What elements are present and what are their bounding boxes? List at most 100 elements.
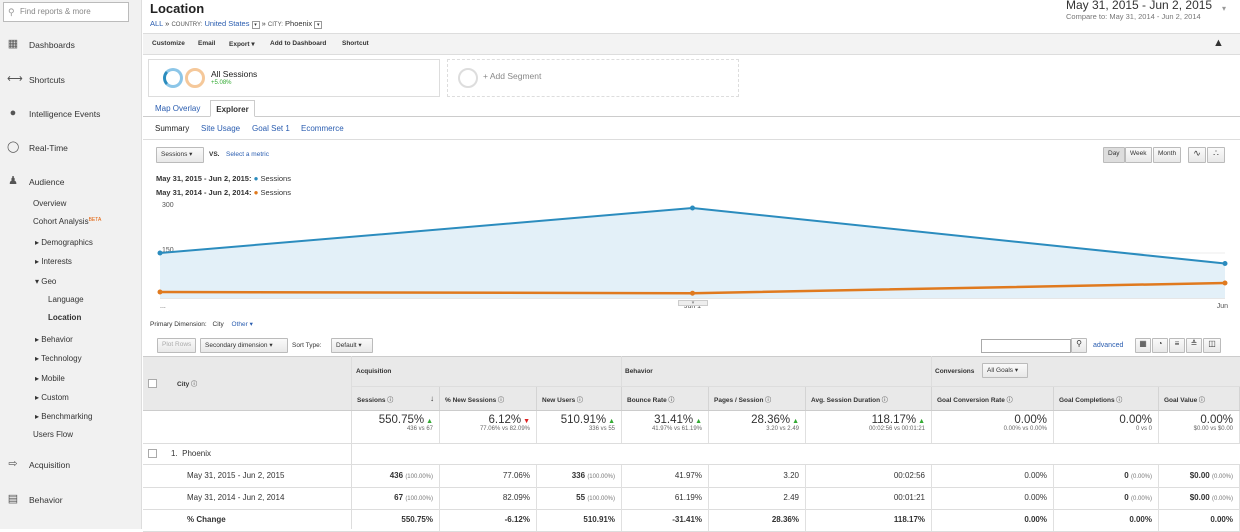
primary-dimension-value: City [212,321,224,328]
motion-chart-icon[interactable]: ∴ [1207,147,1225,163]
breadcrumb-country[interactable]: United States [204,19,250,28]
metric-select[interactable]: Sessions ▾ [156,147,204,163]
breadcrumb-all[interactable]: ALL [150,19,164,28]
add-to-dashboard-button[interactable]: Add to Dashboard [270,40,327,47]
sub-location[interactable]: Location [48,313,82,322]
mobile-label: Mobile [41,374,65,383]
sub-overview[interactable]: Overview [33,199,67,208]
nav-label: Shortcuts [29,75,65,85]
total-cell: 550.75% ▲ 436 vs 67 [352,411,440,443]
tab-map-overlay[interactable]: Map Overlay [155,104,201,113]
bar-view-icon[interactable]: ≡ [1169,338,1185,353]
pie-view-icon[interactable]: ◔ [1152,338,1168,353]
secondary-dimension-select[interactable]: Secondary dimension ▾ [200,338,288,353]
table-cell: 510.91% [537,509,622,531]
city-header-label: City [177,381,190,388]
column-header-label: Bounce Rate [627,397,667,404]
graduation-cap-icon[interactable]: ▲ [1213,37,1224,49]
search-icon[interactable]: ⚲ [1071,338,1087,353]
table-cell: 0.00% [932,509,1054,531]
cell-value: 82.09% [502,493,530,502]
comparison-view-icon[interactable]: ≙ [1186,338,1202,353]
column-header[interactable]: Sessions ⓘ ↓ [352,387,440,410]
date-range[interactable]: May 31, 2015 - Jun 2, 2015 [1066,0,1213,12]
cell-percent: (100.00%) [405,496,433,502]
select-metric-link[interactable]: Select a metric [226,151,269,158]
column-header-label: Avg. Session Duration [811,397,881,404]
sub-interests[interactable]: ▸ Interests [35,257,72,266]
row-city-phoenix[interactable]: 1. Phoenix [171,449,212,458]
goals-select[interactable]: All Goals ▾ [982,363,1028,378]
tab-explorer[interactable]: Explorer [210,100,255,117]
column-header[interactable]: Avg. Session Duration ⓘ [806,387,932,410]
segment-ring-icon [163,68,183,88]
period-week-button[interactable]: Week [1125,147,1152,163]
email-button[interactable]: Email [198,40,216,47]
table-cell: 436 (100.00%) [352,465,440,487]
row-label: May 31, 2014 - Jun 2, 2014 [187,493,285,502]
divider [931,356,932,386]
chart-resize-handle[interactable]: ▾ [678,300,708,306]
total-cell: 0.00% 0.00% vs 0.00% [932,411,1054,443]
sub-benchmarking[interactable]: ▸ Benchmarking [35,412,93,421]
city-header[interactable]: City ⓘ [177,379,197,388]
add-segment-button[interactable]: + Add Segment [447,59,739,97]
column-header[interactable]: New Users ⓘ [537,387,622,410]
group-acquisition: Acquisition [356,368,392,375]
subtab-summary[interactable]: Summary [155,124,190,133]
group-behavior: Behavior [625,368,653,375]
sub-mobile[interactable]: ▸ Mobile [35,374,65,383]
sub-demographics[interactable]: ▸ Demographics [35,238,93,247]
sub-technology[interactable]: ▸ Technology [35,354,82,363]
subtab-goal-set-1[interactable]: Goal Set 1 [252,124,290,133]
sub-custom[interactable]: ▸ Custom [35,393,69,402]
search-input[interactable]: ⚲ Find reports & more [3,2,129,22]
help-icon: ⓘ [1197,398,1205,404]
chevron-down-icon[interactable]: ▾ [314,21,323,29]
segment-ring-compare-icon [185,68,205,88]
sub-cohort-analysis[interactable]: Cohort AnalysisBETA [33,217,101,226]
column-header[interactable]: Bounce Rate ⓘ [622,387,709,410]
sub-language[interactable]: Language [48,295,84,304]
sort-type-select[interactable]: Default ▾ [331,338,373,353]
main-content: Location ALL » COUNTRY: United States ▾ … [143,0,1240,532]
period-month-button[interactable]: Month [1153,147,1182,163]
period-day-button[interactable]: Day [1103,147,1125,163]
compare-label: Compare to: [1066,12,1108,21]
column-header-label: % New Sessions [445,397,497,404]
column-header[interactable]: Pages / Session ⓘ [709,387,806,410]
advanced-link[interactable]: advanced [1093,342,1124,349]
select-all-checkbox[interactable] [148,379,157,388]
column-header[interactable]: Goal Completions ⓘ [1054,387,1159,410]
cell-value: 55 [576,493,586,502]
table-cell: $0.00 (0.00%) [1159,465,1240,487]
column-header[interactable]: Goal Value ⓘ [1159,387,1240,410]
shortcut-button[interactable]: Shortcut [342,40,369,47]
total-percent: 28.36% [751,414,791,426]
table-search-input[interactable] [981,339,1071,353]
sub-geo[interactable]: ▾ Geo [35,277,57,286]
plot-rows-button[interactable]: Plot Rows [157,338,197,353]
column-header[interactable]: Goal Conversion Rate ⓘ [932,387,1054,410]
subtab-site-usage[interactable]: Site Usage [201,124,241,133]
column-header[interactable]: % New Sessions ⓘ [440,387,537,410]
table-view-icon[interactable]: ▦ [1135,338,1151,353]
total-compare: 0 vs 0 [1135,426,1152,432]
subtab-ecommerce[interactable]: Ecommerce [301,124,344,133]
sort-arrow-icon[interactable]: ↓ [430,394,434,403]
row-checkbox[interactable] [148,449,157,458]
sub-users-flow[interactable]: Users Flow [33,430,74,439]
date-dropdown-icon[interactable]: ▾ [1222,4,1227,13]
chevron-down-icon[interactable]: ▾ [251,21,260,29]
arrow-up-icon: ▲ [424,418,433,425]
line-chart-icon[interactable]: ∿ [1188,147,1206,163]
other-dimension-link[interactable]: Other ▾ [231,321,253,328]
table-cell: 00:02:56 [806,465,932,487]
segment-all-sessions[interactable]: All Sessions +5.08% [148,59,440,97]
pivot-view-icon[interactable]: ◫ [1203,338,1221,353]
data-point [1222,280,1228,286]
customize-button[interactable]: Customize [152,40,185,47]
sub-behavior[interactable]: ▸ Behavior [35,335,73,344]
export-button[interactable]: Export ▾ [229,41,255,48]
cell-percent: (0.00%) [1211,496,1233,502]
